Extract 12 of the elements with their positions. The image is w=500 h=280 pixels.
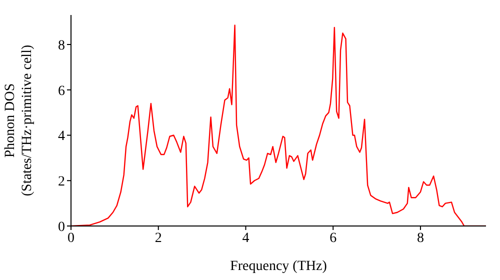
x-tick-label: 8 (416, 230, 424, 246)
x-tick-label: 6 (330, 230, 337, 246)
x-tick-label: 4 (242, 230, 250, 246)
y-axis-title: Phonon DOS (States/THz·primitive cell) (3, 44, 35, 196)
x-axis-title: Frequency (THz) (230, 259, 328, 274)
x-tick-label: 0 (68, 230, 74, 246)
y-tick-label: 2 (58, 174, 65, 190)
x-tick-label: 2 (154, 230, 162, 246)
y-tick-label: 0 (58, 220, 65, 235)
y-tick-label: 8 (58, 38, 65, 54)
y-tick-label: 6 (58, 84, 65, 99)
y-tick-label: 4 (58, 129, 65, 144)
